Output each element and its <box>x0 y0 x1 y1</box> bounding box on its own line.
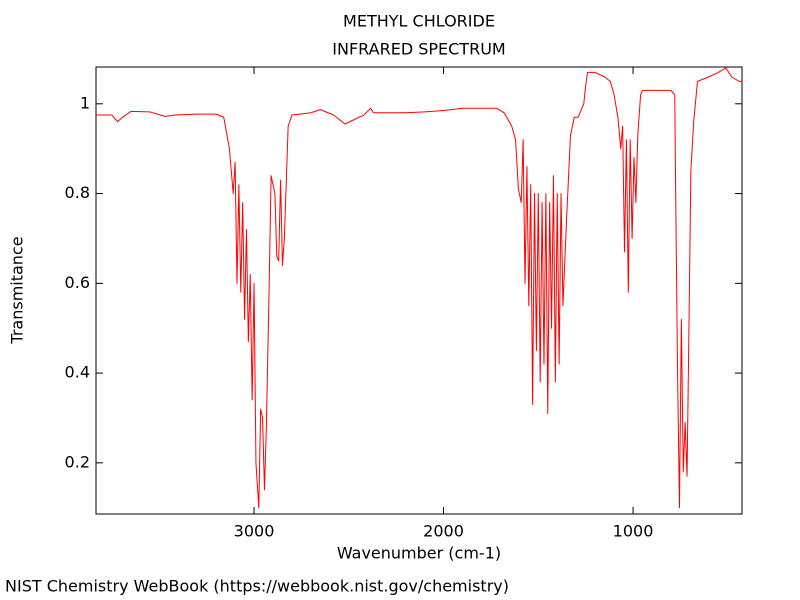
y-tick-label: 0.2 <box>65 452 90 471</box>
x-tick-label: 1000 <box>613 522 654 541</box>
y-tick-label: 1 <box>80 93 90 112</box>
y-axis-label: Transmitance <box>8 236 27 344</box>
footer: NIST Chemistry WebBook (https://webbook.… <box>5 577 509 596</box>
x-tick-label: 2000 <box>423 522 464 541</box>
y-tick-label: 0.4 <box>65 363 90 382</box>
y-tick-label: 0.8 <box>65 183 90 202</box>
plot-frame <box>95 66 743 515</box>
spectrum-line <box>96 67 742 509</box>
x-tick-label: 3000 <box>234 522 275 541</box>
chart-title: METHYL CHLORIDE <box>343 12 495 31</box>
chart-subtitle: INFRARED SPECTRUM <box>332 40 505 59</box>
x-axis-label: Wavenumber (cm-1) <box>337 544 501 563</box>
y-tick-label: 0.6 <box>65 273 90 292</box>
